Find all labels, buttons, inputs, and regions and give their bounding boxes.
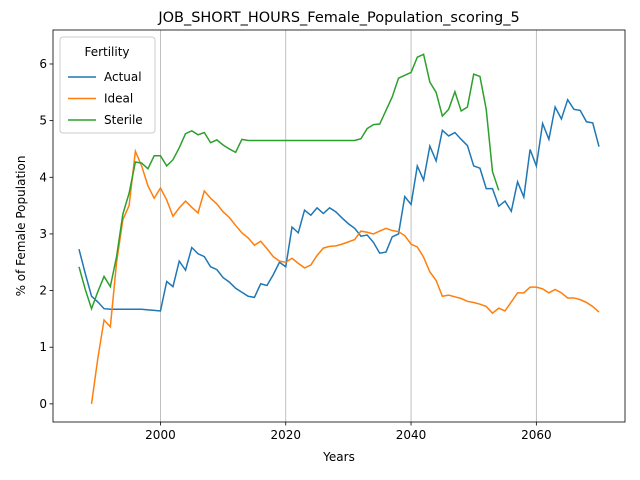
y-tick-label: 1 (39, 340, 47, 354)
plot-frame (52, 29, 626, 423)
chart-title: JOB_SHORT_HOURS_Female_Population_scorin… (157, 10, 519, 26)
x-tick-label: 2000 (145, 428, 176, 442)
x-axis-label: Years (322, 450, 355, 464)
line (90, 148, 600, 404)
y-tick-label: 0 (39, 397, 47, 411)
legend-box (59, 36, 156, 134)
x-tick-label: 2060 (521, 428, 552, 442)
y-axis-label: % of Female Population (14, 156, 28, 297)
line (78, 53, 500, 311)
y-tick-label: 2 (39, 284, 47, 298)
line (78, 97, 600, 312)
x-tick-label: 2020 (270, 428, 301, 442)
legend-title: Fertility (84, 45, 129, 59)
legend-label: Ideal (104, 92, 133, 106)
legend-label: Sterile (104, 113, 143, 127)
x-tick-label: 2040 (396, 428, 427, 442)
y-tick-label: 5 (39, 114, 47, 128)
y-tick-label: 4 (39, 170, 47, 184)
legend-label: Actual (104, 70, 142, 84)
y-tick-label: 3 (39, 227, 47, 241)
y-tick-label: 6 (39, 57, 47, 71)
